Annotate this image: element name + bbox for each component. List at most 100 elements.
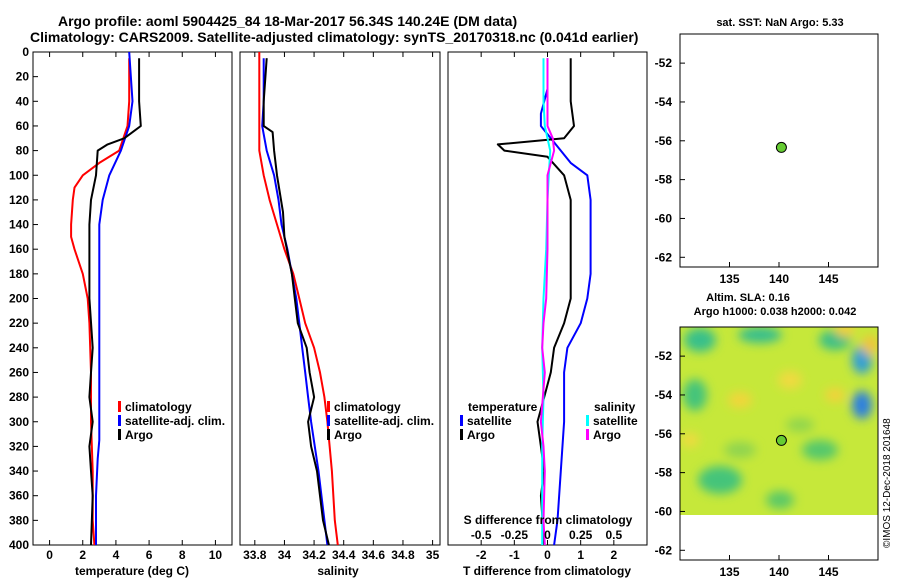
x-tick-label: 145	[818, 272, 838, 286]
legend-swatch-climatology	[327, 401, 330, 412]
salinity-profiles	[258, 52, 339, 546]
x-tick-label: 135	[719, 565, 739, 579]
legend-swatch-argo	[118, 429, 121, 440]
s-tick-label: 0.5	[605, 528, 622, 542]
temperature-axes-frame	[32, 51, 233, 546]
series-line-argo	[88, 58, 142, 546]
legend-swatch-s-argo	[586, 429, 589, 440]
series-line-climatology	[258, 52, 339, 546]
sla-argo-location-marker	[775, 434, 787, 446]
legend-climatology: climatology	[125, 400, 192, 414]
x-tick-label: 2	[79, 548, 86, 562]
legend-swatch-s-satellite	[586, 415, 589, 426]
temperature-xlabel: temperature (deg C)	[75, 564, 189, 578]
y-tick-label: 280	[9, 390, 29, 404]
legend-satellite: satellite-adj. clim.	[334, 414, 434, 428]
y-tick-label: 20	[16, 70, 30, 84]
difference-panel: -2 -1 0 1 2 T difference from climatology S …	[447, 51, 648, 578]
title-line-2: Climatology: CARS2009. Satellite-adjuste…	[30, 29, 638, 45]
sla-map-axes: 135 140 145 -52 -54 -56 -58 -60 -62	[655, 349, 839, 579]
sst-map-panel: sat. SST: NaN Argo: 5.33 135 140 145 -52 -54…	[655, 17, 879, 286]
series-line-climatology	[70, 58, 131, 546]
x-tick-label: 145	[818, 565, 838, 579]
imos-credit: ©IMOS 12-Dec-2018 201648	[882, 418, 893, 548]
legend-temperature-title: temperature	[468, 400, 538, 414]
difference-x-axis: -2 -1 0 1 2	[476, 540, 617, 562]
s-tick-label: 0.25	[569, 528, 593, 542]
temperature-legend: climatology satellite-adj. clim. Argo	[118, 400, 225, 442]
legend-swatch-satellite	[327, 415, 330, 426]
y-tick-label: 180	[9, 267, 29, 281]
x-tick-label: 140	[769, 565, 789, 579]
x-tick-label: 34.6	[362, 548, 386, 562]
y-tick-label: 60	[16, 119, 30, 133]
sla-map-title-line1: Altim. SLA: 0.16	[706, 292, 790, 304]
title-line-1: Argo profile: aoml 5904425_84 18-Mar-201…	[58, 13, 517, 29]
legend-swatch-t-argo	[460, 429, 463, 440]
x-tick-label: 140	[769, 272, 789, 286]
x-tick-label: 10	[209, 548, 223, 562]
y-tick-label: -56	[655, 427, 673, 441]
legend-swatch-argo	[327, 429, 330, 440]
x-tick-label: 0	[46, 548, 53, 562]
s-difference-ticks: -0.5 -0.25 0 0.25 0.5	[471, 52, 622, 542]
legend-argo: Argo	[334, 428, 362, 442]
y-tick-label: -60	[655, 504, 673, 518]
y-tick-label: -52	[655, 349, 673, 363]
y-tick-label: 80	[16, 144, 30, 158]
y-tick-label: 160	[9, 242, 29, 256]
y-tick-label: 260	[9, 365, 29, 379]
sst-map-title: sat. SST: NaN Argo: 5.33	[716, 17, 843, 29]
x-tick-label: 34.8	[391, 548, 415, 562]
s-tick-label: -0.5	[471, 528, 492, 542]
legend-s-satellite: satellite	[593, 414, 638, 428]
legend-argo: Argo	[125, 428, 153, 442]
salinity-legend: climatology satellite-adj. clim. Argo	[327, 400, 434, 442]
y-tick-label: -54	[655, 388, 673, 402]
x-tick-label: 33.8	[243, 548, 267, 562]
s-tick-label: -0.25	[501, 528, 529, 542]
salinity-x-axis: 33.8 34 34.2 34.4 34.6 34.8 35	[243, 52, 440, 562]
salinity-axes-frame	[239, 51, 441, 546]
temperature-profiles	[70, 51, 142, 546]
y-tick-label: 140	[9, 218, 29, 232]
y-tick-label: -56	[655, 134, 673, 148]
y-tick-label: 380	[9, 513, 29, 527]
series-line-s-argo	[539, 58, 556, 546]
series-line-t-argo	[496, 58, 575, 546]
y-tick-label: 360	[9, 489, 29, 503]
x-tick-label: 135	[719, 272, 739, 286]
y-tick-label: 340	[9, 464, 29, 478]
y-tick-label: 300	[9, 415, 29, 429]
x-tick-label: 1	[577, 548, 584, 562]
series-line-t-satellite	[539, 58, 592, 546]
sst-argo-location-marker	[775, 141, 787, 153]
legend-satellite: satellite-adj. clim.	[125, 414, 225, 428]
legend-s-argo: Argo	[593, 428, 621, 442]
x-tick-label: -1	[509, 548, 520, 562]
y-tick-label: -58	[655, 466, 673, 480]
sla-map-panel: Altim. SLA: 0.16 Argo h1000: 0.038 h2000…	[655, 292, 879, 579]
y-tick-label: -60	[655, 211, 673, 225]
s-difference-label: S difference from climatology	[464, 513, 633, 527]
legend-t-argo: Argo	[467, 428, 495, 442]
legend-salinity-title: salinity	[594, 400, 636, 414]
temperature-x-axis: 0 2 4 6 8 10	[46, 52, 222, 562]
y-tick-label: 200	[9, 292, 29, 306]
legend-swatch-satellite	[118, 415, 121, 426]
legend-climatology: climatology	[334, 400, 401, 414]
legend-swatch-climatology	[118, 401, 121, 412]
x-tick-label: -2	[476, 548, 487, 562]
y-tick-label: -54	[655, 95, 673, 109]
y-tick-label: -58	[655, 173, 673, 187]
y-tick-label: 240	[9, 341, 29, 355]
y-tick-label: 0	[22, 45, 29, 59]
difference-profiles	[496, 58, 592, 546]
x-tick-label: 0	[544, 548, 551, 562]
s-tick-label: 0	[544, 528, 551, 542]
y-tick-label: -52	[655, 56, 673, 70]
x-tick-label: 35	[426, 548, 440, 562]
x-tick-label: 34.2	[302, 548, 326, 562]
series-line-argo	[262, 58, 330, 546]
